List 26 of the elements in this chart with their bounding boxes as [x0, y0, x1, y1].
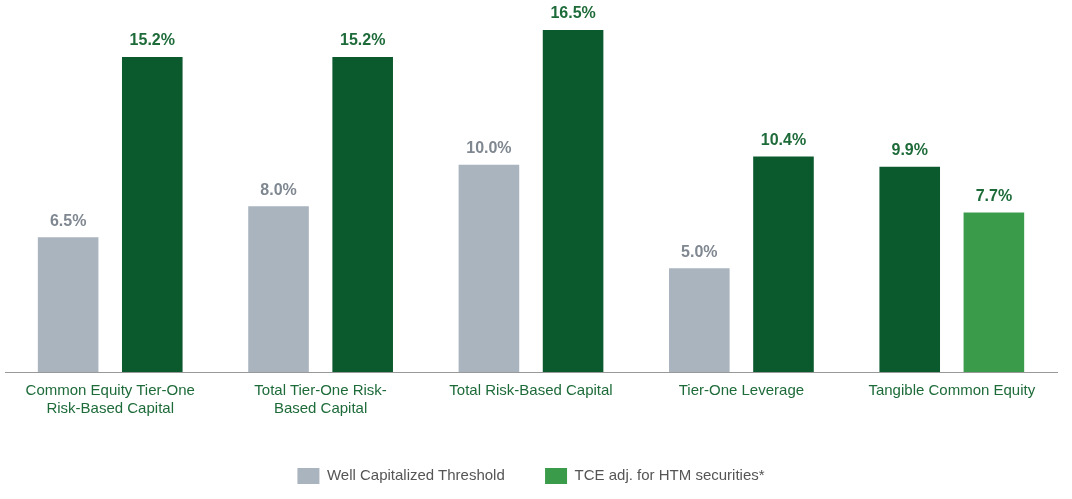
data-label: 15.2% [339, 31, 386, 49]
data-label: 8.0% [260, 180, 297, 198]
data-label: 10.4% [760, 130, 807, 148]
bar [37, 237, 99, 372]
x-tick-label: Total Risk-Based Capital [449, 381, 613, 399]
bar [458, 164, 520, 372]
data-label: 15.2% [129, 31, 175, 49]
bar [332, 56, 393, 372]
x-tick-label: Common Equity Tier-One Risk-Based Capital [25, 381, 195, 417]
bar [121, 56, 183, 372]
x-tick-label: Total Tier-One Risk-Based Capital [254, 381, 387, 417]
data-label: 9.9% [891, 141, 928, 159]
legend-label: TCE adj. for HTM securities* [574, 466, 765, 484]
data-label: 6.5% [49, 211, 87, 229]
x-tick-label: Tier-One Leverage [678, 381, 805, 399]
bar [248, 206, 309, 372]
bar [542, 30, 604, 372]
data-label: 5.0% [681, 242, 718, 260]
bar [753, 156, 814, 372]
bar [963, 212, 1025, 372]
data-label: 7.7% [975, 186, 1013, 204]
legend-label: Well Capitalized Threshold [326, 466, 505, 484]
x-tick-label: Tangible Common Equity [868, 381, 1036, 399]
bar [669, 268, 730, 372]
data-label: 16.5% [550, 4, 596, 22]
data-label: 10.0% [466, 139, 512, 157]
